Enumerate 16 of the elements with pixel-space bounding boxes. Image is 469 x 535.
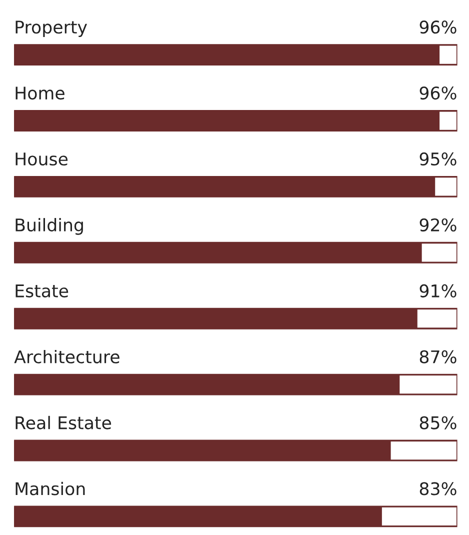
y-tick-label: Mansion	[16, 482, 85, 496]
y-tick-label: House	[16, 152, 68, 166]
y-tick-label: Building	[16, 218, 83, 235]
data-label: 83%	[420, 482, 456, 496]
y-tick-label: Property	[16, 20, 88, 38]
data-label: 96%	[420, 20, 456, 34]
data-label: 85%	[420, 416, 456, 430]
data-label: 91%	[420, 284, 456, 298]
y-tick-label: Home	[16, 86, 64, 100]
y-tick-label: Estate	[16, 284, 68, 298]
y-tick-label: Real Estate	[16, 416, 112, 430]
y-tick-label: Architecture	[14, 350, 120, 364]
data-label: 95%	[420, 152, 456, 166]
data-label: 92%	[420, 218, 456, 232]
data-label: 87%	[420, 350, 456, 364]
data-label: 96%	[420, 86, 456, 100]
